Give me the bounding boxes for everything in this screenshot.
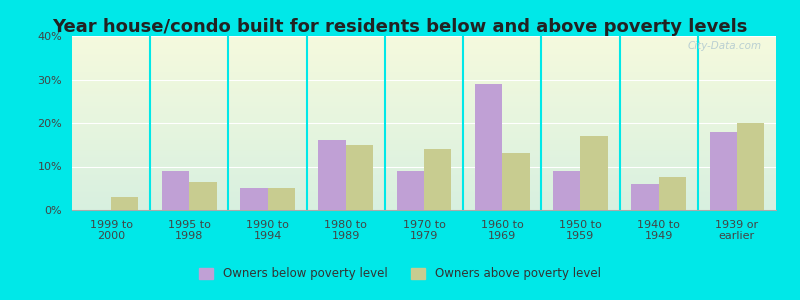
Bar (631, 184, 658, 210)
Bar (502, 154, 530, 210)
Bar (710, 132, 737, 210)
Bar (111, 197, 138, 210)
Bar (581, 136, 608, 210)
Bar (737, 123, 764, 210)
Bar (424, 149, 451, 210)
Bar (658, 177, 686, 210)
Bar (553, 171, 581, 210)
Bar (318, 140, 346, 210)
Text: Year house/condo built for residents below and above poverty levels: Year house/condo built for residents bel… (52, 18, 748, 36)
Bar (346, 145, 373, 210)
Bar (240, 188, 267, 210)
Bar (267, 188, 295, 210)
Bar (475, 84, 502, 210)
Legend: Owners below poverty level, Owners above poverty level: Owners below poverty level, Owners above… (194, 263, 606, 285)
Bar (397, 171, 424, 210)
Bar (162, 171, 190, 210)
Text: City-Data.com: City-Data.com (688, 41, 762, 51)
Bar (190, 182, 217, 210)
